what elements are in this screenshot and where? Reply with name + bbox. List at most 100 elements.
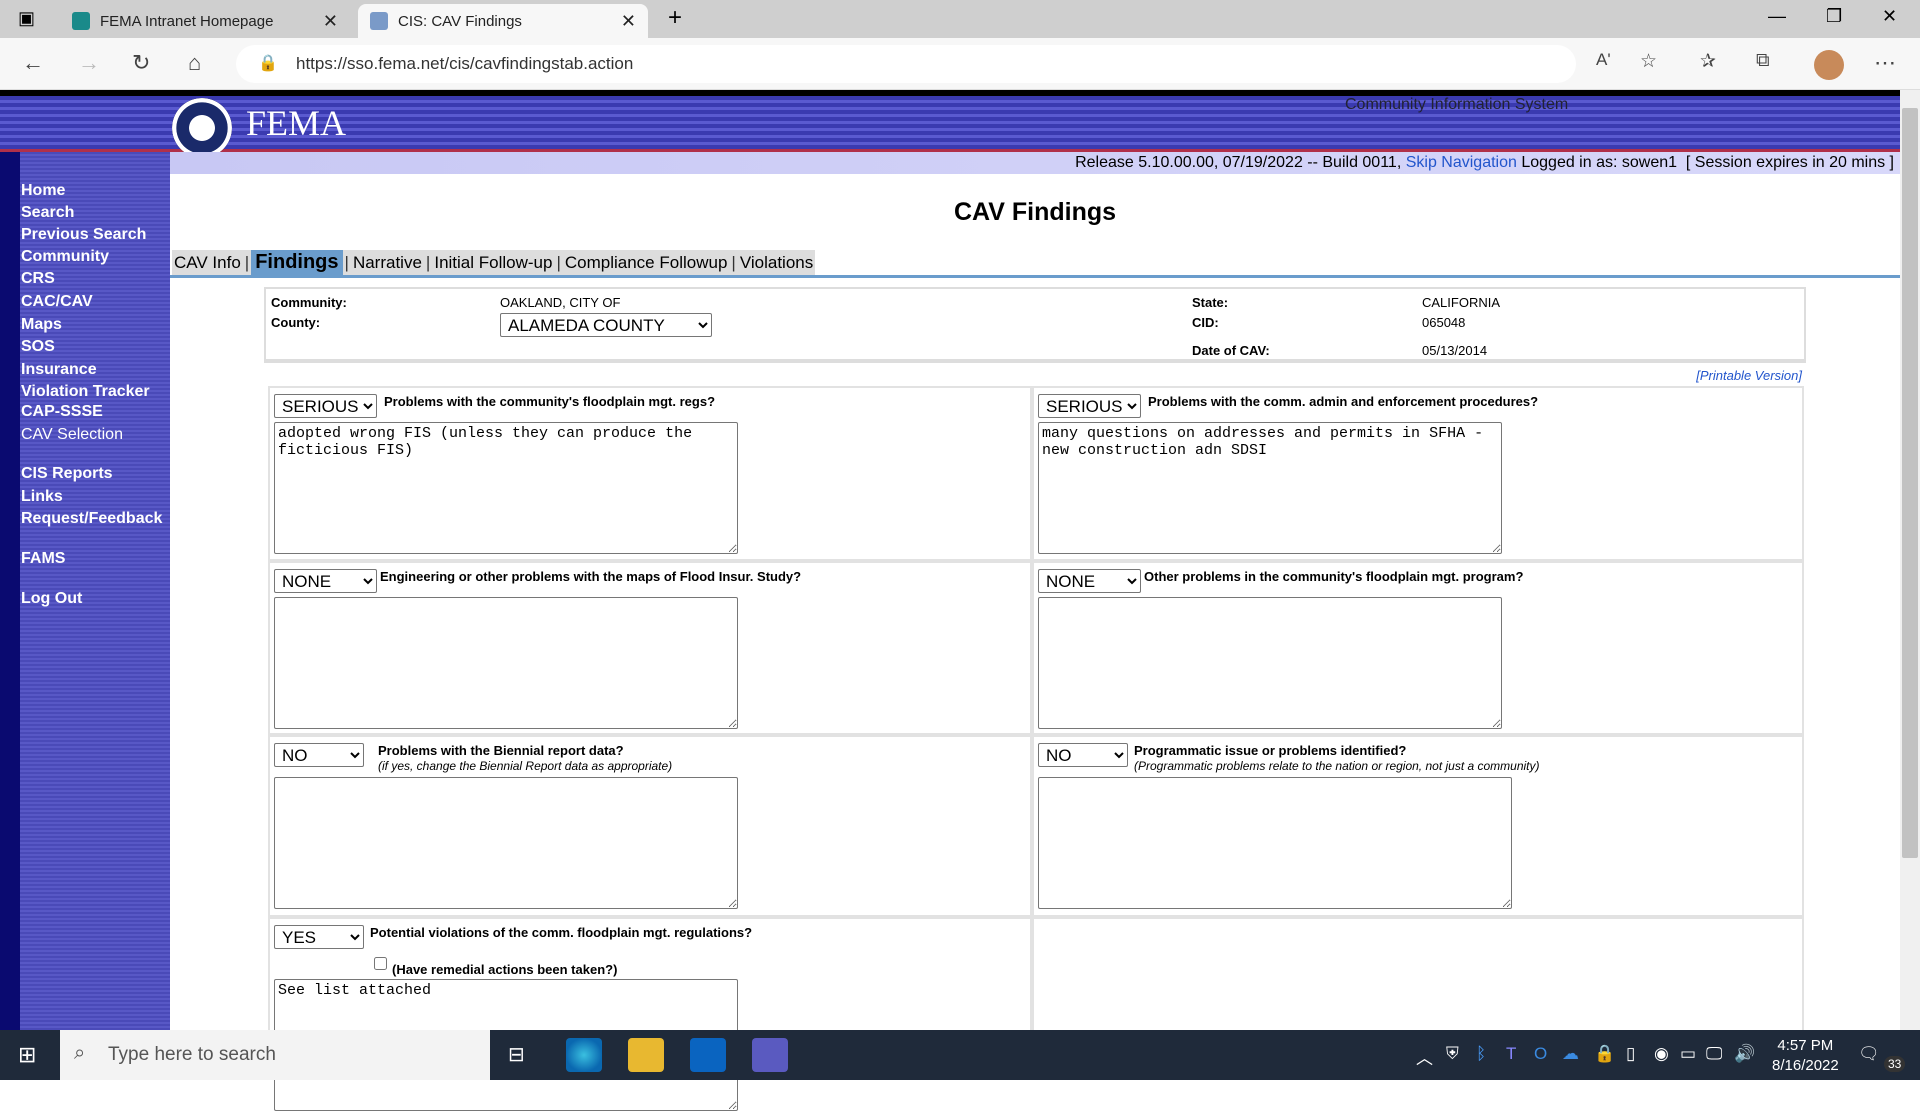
severity-select[interactable]: NONE	[1038, 569, 1141, 593]
tab-title: FEMA Intranet Homepage	[100, 12, 274, 30]
battery-icon[interactable]: ▭	[1680, 1044, 1697, 1063]
scrollbar-thumb[interactable]	[1902, 108, 1918, 858]
tab-narrative[interactable]: Narrative	[352, 252, 422, 272]
date-of-cav-label: Date of CAV:	[1192, 343, 1270, 358]
tab-actions-icon[interactable]: ▣	[18, 8, 36, 28]
remedial-actions-label: (Have remedial actions been taken?)	[392, 962, 618, 977]
network-icon[interactable]: 🖵	[1706, 1044, 1723, 1063]
sidebar-item-links[interactable]: Links	[21, 488, 63, 505]
sidebar-item-crs[interactable]: CRS	[21, 270, 55, 287]
profile-avatar[interactable]	[1814, 50, 1844, 80]
finding-question: Problems with the Biennial report data?	[378, 743, 624, 758]
sidebar-item-cap-ssse[interactable]: CAP-SSSE	[21, 403, 103, 420]
favorites-icon[interactable]: ✰	[1700, 51, 1716, 72]
sidebar-item-cav-selection[interactable]: CAV Selection	[21, 426, 123, 443]
security-icon[interactable]: ⛨	[1446, 1044, 1459, 1063]
sidebar-item-sos[interactable]: SOS	[21, 338, 55, 355]
sidebar-item-community[interactable]: Community	[21, 248, 109, 265]
vpn-icon[interactable]: 🔒	[1594, 1044, 1616, 1063]
bluetooth-icon[interactable]: ᛒ	[1476, 1044, 1487, 1063]
tab-initial-follow-up[interactable]: Initial Follow-up	[434, 252, 553, 272]
home-icon[interactable]: ⌂	[188, 50, 202, 75]
finding-textarea[interactable]	[1038, 422, 1502, 554]
lock-icon[interactable]: 🔒	[258, 55, 278, 72]
outlook-tray-icon[interactable]: O	[1534, 1044, 1548, 1063]
tab-compliance-followup[interactable]: Compliance Followup	[564, 252, 728, 272]
edge-icon[interactable]	[566, 1038, 602, 1072]
volume-icon[interactable]: 🔊	[1734, 1044, 1756, 1063]
sidebar-item-previous-search[interactable]: Previous Search	[21, 226, 147, 243]
sidebar-item-insurance[interactable]: Insurance	[21, 361, 97, 378]
file-explorer-icon[interactable]	[628, 1038, 664, 1072]
sidebar-item-cis-reports[interactable]: CIS Reports	[21, 465, 113, 482]
refresh-icon[interactable]: ↻	[132, 50, 151, 75]
finding-question: Potential violations of the comm. floodp…	[370, 925, 753, 940]
clock-date: 8/16/2022	[1772, 1057, 1839, 1074]
sidebar-item-search[interactable]: Search	[21, 204, 75, 221]
usb-icon[interactable]: ▯	[1626, 1044, 1636, 1063]
restore-icon[interactable]: ❐	[1826, 6, 1843, 26]
url-input[interactable]: 🔒 https://sso.fema.net/cis/cavfindingsta…	[236, 45, 1576, 83]
teams-icon[interactable]	[752, 1038, 788, 1072]
collections-icon[interactable]: ⧉	[1756, 50, 1770, 71]
finding-textarea[interactable]	[274, 422, 738, 554]
taskbar-clock[interactable]: 4:57 PM 8/16/2022	[1772, 1036, 1839, 1076]
severity-select[interactable]: SERIOUS	[1038, 394, 1141, 418]
back-icon[interactable]: ←	[22, 50, 44, 75]
forward-icon[interactable]: →	[78, 50, 100, 75]
browser-tab[interactable]: FEMA Intranet Homepage ✕	[60, 4, 350, 38]
remedial-actions-checkbox[interactable]	[374, 957, 387, 970]
outlook-icon[interactable]	[690, 1038, 726, 1072]
task-view-icon[interactable]: ⊟	[508, 1044, 525, 1066]
community-label: Community:	[271, 295, 347, 310]
teams-tray-icon[interactable]: T	[1506, 1044, 1517, 1063]
taskbar-search[interactable]: ⌕ Type here to search	[60, 1030, 490, 1080]
tab-title: CIS: CAV Findings	[398, 12, 522, 30]
minimize-icon[interactable]: —	[1768, 6, 1786, 26]
tab-cav-info[interactable]: CAV Info	[174, 252, 241, 272]
show-hidden-icons[interactable]: ︿	[1416, 1049, 1433, 1068]
close-tab-icon[interactable]: ✕	[322, 10, 338, 31]
severity-select[interactable]: NO	[274, 743, 364, 767]
finding-textarea[interactable]	[1038, 597, 1502, 729]
county-select[interactable]: ALAMEDA COUNTY	[500, 313, 712, 337]
more-menu-icon[interactable]: ⋯	[1874, 50, 1896, 75]
notifications-icon[interactable]: 🗨	[1858, 1044, 1880, 1063]
sidebar-item-maps[interactable]: Maps	[21, 316, 62, 333]
severity-select[interactable]: YES	[274, 925, 364, 949]
printable-version-link[interactable]: [Printable Version]	[1696, 368, 1802, 383]
sharepoint-favicon-icon	[72, 12, 90, 30]
onedrive-icon[interactable]: ☁	[1562, 1044, 1579, 1063]
tab-underline	[170, 275, 1900, 278]
add-favorite-icon[interactable]: ☆	[1640, 51, 1658, 72]
finding-textarea[interactable]	[274, 777, 738, 909]
read-aloud-icon[interactable]: A'	[1596, 50, 1611, 69]
top-band	[0, 90, 1920, 96]
sidebar: Home Search Previous Search Community CR…	[0, 152, 170, 1030]
browser-tab-active[interactable]: CIS: CAV Findings ✕	[358, 4, 648, 38]
sidebar-item-home[interactable]: Home	[21, 182, 66, 199]
skip-navigation-link[interactable]: Skip Navigation	[1405, 154, 1517, 171]
windows-start-icon[interactable]: ⊞	[18, 1042, 37, 1067]
severity-select[interactable]: NONE	[274, 569, 377, 593]
close-tab-icon[interactable]: ✕	[620, 10, 636, 31]
new-tab-icon[interactable]: +	[668, 4, 683, 31]
sidebar-item-fams[interactable]: FAMS	[21, 550, 66, 567]
county-label: County:	[271, 315, 321, 330]
notification-count-badge: 33	[1884, 1056, 1906, 1072]
release-bar: Release 5.10.00.00, 07/19/2022 -- Build …	[170, 152, 1900, 174]
finding-textarea[interactable]	[1038, 777, 1512, 909]
app-tray-icon[interactable]: ◉	[1654, 1044, 1669, 1063]
close-window-icon[interactable]: ✕	[1882, 6, 1898, 26]
severity-select[interactable]: SERIOUS	[274, 394, 377, 418]
sidebar-item-violation-tracker[interactable]: Violation Tracker	[21, 383, 150, 400]
severity-select[interactable]: NO	[1038, 743, 1128, 767]
session-expiry: [ Session expires in 20 mins ]	[1685, 154, 1894, 171]
sidebar-item-request-feedback[interactable]: Request/Feedback	[21, 510, 163, 527]
tab-violations[interactable]: Violations	[739, 252, 814, 272]
tab-findings[interactable]: Findings	[251, 250, 343, 275]
sidebar-item-log-out[interactable]: Log Out	[21, 590, 83, 607]
sidebar-item-cac-cav[interactable]: CAC/CAV	[21, 293, 93, 310]
finding-textarea[interactable]	[274, 597, 738, 729]
finding-cell: NO Programmatic issue or problems identi…	[1032, 735, 1804, 917]
